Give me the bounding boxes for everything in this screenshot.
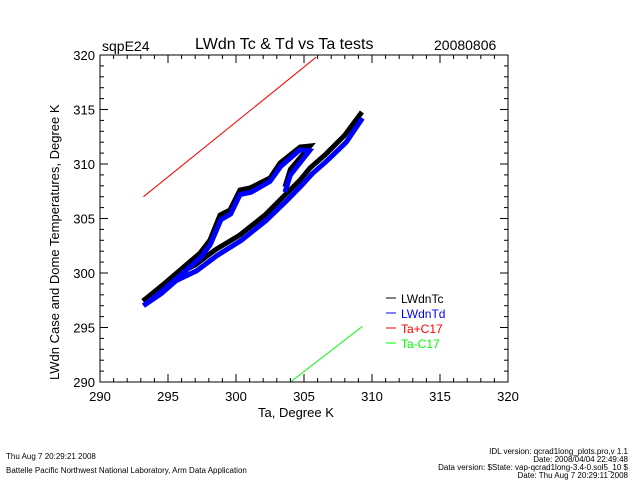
y-axis-label: LWdn Case and Dome Temperatures, Degree … [47, 104, 62, 380]
footer-idl-version: IDL version: qcrad1long_plots.pro,v 1.1 [489, 447, 628, 456]
x-axis-label: Ta, Degree K [258, 405, 334, 420]
series-ta-c17-line [143, 56, 317, 198]
site-label: sqpE24 [102, 38, 150, 54]
chart-title: LWdn Tc & Td vs Ta tests [195, 36, 374, 53]
legend-label: LWdnTd [401, 307, 445, 321]
series-lwdntc-line [141, 142, 316, 303]
y-tick-label: 315 [73, 103, 95, 118]
y-tick-label: 295 [73, 321, 95, 336]
footer-timestamp: Thu Aug 7 20:29:21 2008 [6, 452, 96, 461]
series-lwdntd-line [141, 147, 315, 308]
y-tick-label: 305 [73, 212, 95, 227]
x-tick-label: 290 [89, 389, 111, 404]
legend-label: Ta-C17 [401, 337, 440, 351]
footer-organization: Battelle Pacific Northwest National Labo… [6, 466, 247, 475]
x-tick-label: 315 [429, 389, 451, 404]
footer-data-date: Date: Thu Aug 7 20:29:11 2008 [517, 471, 628, 480]
y-tick-label: 290 [73, 375, 95, 390]
footer-data-version: Data version: $State: vap-qcrad1long-3.4… [438, 463, 628, 472]
x-tick-label: 320 [497, 389, 519, 404]
legend-label: LWdnTc [401, 292, 443, 306]
footer-idl-date: Date: 2008/04/04 22:49:48 [533, 455, 628, 464]
series-ta-c17-line [290, 326, 363, 382]
x-tick-label: 310 [361, 389, 383, 404]
legend-label: Ta+C17 [401, 322, 443, 336]
date-label: 20080806 [434, 37, 497, 53]
y-tick-label: 320 [73, 48, 95, 63]
y-tick-label: 310 [73, 157, 95, 172]
x-tick-label: 295 [157, 389, 179, 404]
x-tick-label: 305 [293, 389, 315, 404]
x-tick-label: 300 [225, 389, 247, 404]
plot-frame [99, 54, 509, 383]
y-tick-label: 300 [73, 266, 95, 281]
